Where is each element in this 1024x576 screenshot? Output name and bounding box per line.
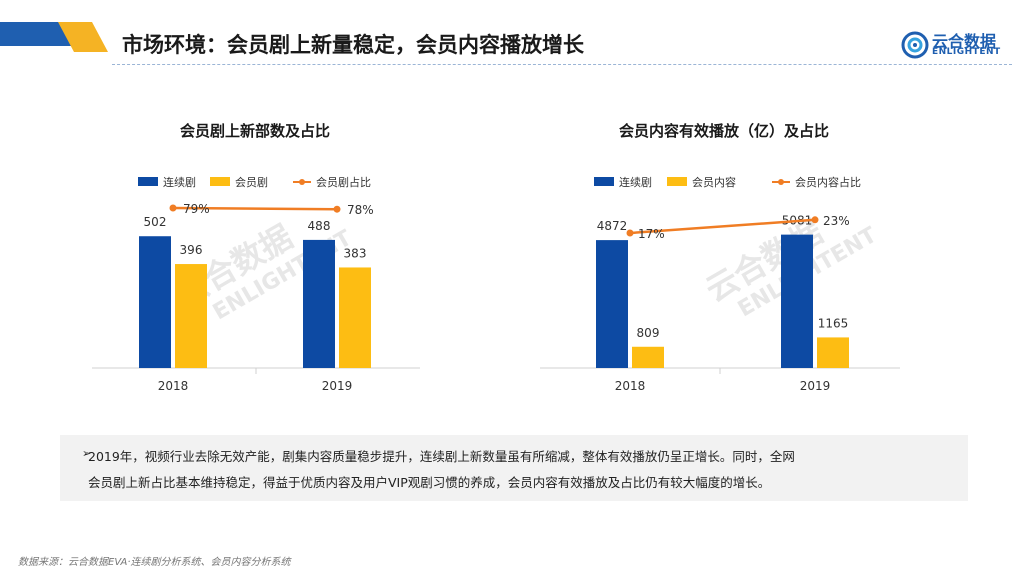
- legend-label-ratio: 会员内容占比: [795, 175, 861, 189]
- bar-series-1-2018: [139, 236, 171, 368]
- logo-text-en: ENLIGHTENT: [932, 47, 1001, 57]
- ratio-label-2018: 17%: [638, 227, 665, 241]
- bar-series-1-2018: [596, 240, 628, 368]
- bar-series-1-2019: [303, 239, 335, 368]
- x-tick-label-2019: 2019: [322, 379, 353, 393]
- bar-series-2-2018: [175, 264, 207, 368]
- bar-series-2-2019: [339, 267, 371, 368]
- ratio-point-2019: [333, 205, 341, 213]
- ratio-label-2019: 23%: [823, 214, 850, 228]
- legend-swatch-series-1: [138, 177, 158, 186]
- ratio-point-2018: [626, 229, 634, 237]
- bar-series-1-2019: [781, 234, 813, 368]
- ratio-label-2018: 79%: [183, 202, 210, 216]
- legend-swatch-series-1: [594, 177, 614, 186]
- ratio-point-2018: [169, 204, 177, 212]
- data-label-series-1-2018: 502: [144, 215, 167, 229]
- legend-label-series-2: 会员剧: [235, 176, 268, 189]
- legend-swatch-series-2: [667, 177, 687, 186]
- ratio-line: [172, 206, 338, 211]
- bar-series-2-2019: [817, 337, 849, 368]
- bullet-arrow-icon: ➢: [82, 447, 92, 460]
- summary-line-1: 2019年，视频行业去除无效产能，剧集内容质量稳步提升，连续剧上新数量虽有所缩减…: [88, 449, 795, 464]
- title-divider: [112, 64, 1012, 65]
- legend-label-ratio: 会员剧占比: [316, 175, 371, 189]
- data-source: 数据来源：云合数据EVA·连续剧分析系统、会员内容分析系统: [18, 557, 291, 568]
- data-label-series-1-2018: 4872: [597, 219, 628, 233]
- page-title: 市场环境：会员剧上新量稳定，会员内容播放增长: [122, 33, 584, 57]
- data-label-series-2-2018: 396: [180, 243, 203, 257]
- x-tick-label-2018: 2018: [615, 379, 646, 393]
- header-blue-band: [0, 22, 76, 46]
- legend-marker-ratio: [778, 179, 784, 185]
- chart-title: 会员内容有效播放（亿）及占比: [619, 122, 829, 140]
- header-decoration: [0, 22, 108, 52]
- logo-text-cn: 云合数据: [932, 32, 997, 51]
- ratio-label-2019: 78%: [347, 203, 374, 217]
- data-label-series-2-2018: 809: [637, 326, 660, 340]
- ratio-point-2019: [811, 216, 819, 224]
- data-label-series-1-2019: 488: [308, 219, 331, 233]
- data-label-series-2-2019: 1165: [818, 316, 849, 330]
- x-tick-label-2019: 2019: [800, 379, 831, 393]
- legend-label-series-1: 连续剧: [163, 175, 196, 189]
- summary-line-2: 会员剧上新占比基本维持稳定，得益于优质内容及用户VIP观剧习惯的养成，会员内容有…: [88, 475, 771, 490]
- legend-label-series-2: 会员内容: [692, 175, 736, 189]
- legend-marker-ratio: [299, 179, 305, 185]
- legend-swatch-series-2: [210, 177, 230, 186]
- brand-logo: 云合数据 ENLIGHTENT: [900, 28, 1010, 64]
- data-label-series-2-2019: 383: [344, 246, 367, 260]
- bar-series-2-2018: [632, 346, 664, 368]
- ratio-line: [629, 218, 816, 235]
- legend-label-series-1: 连续剧: [619, 175, 652, 189]
- chart-title: 会员剧上新部数及占比: [180, 122, 330, 140]
- summary-box: ➢ 2019年，视频行业去除无效产能，剧集内容质量稳步提升，连续剧上新数量虽有所…: [60, 435, 968, 501]
- x-tick-label-2018: 2018: [158, 379, 189, 393]
- header-yellow-band: [58, 22, 108, 52]
- logo-mark-icon: [901, 31, 929, 59]
